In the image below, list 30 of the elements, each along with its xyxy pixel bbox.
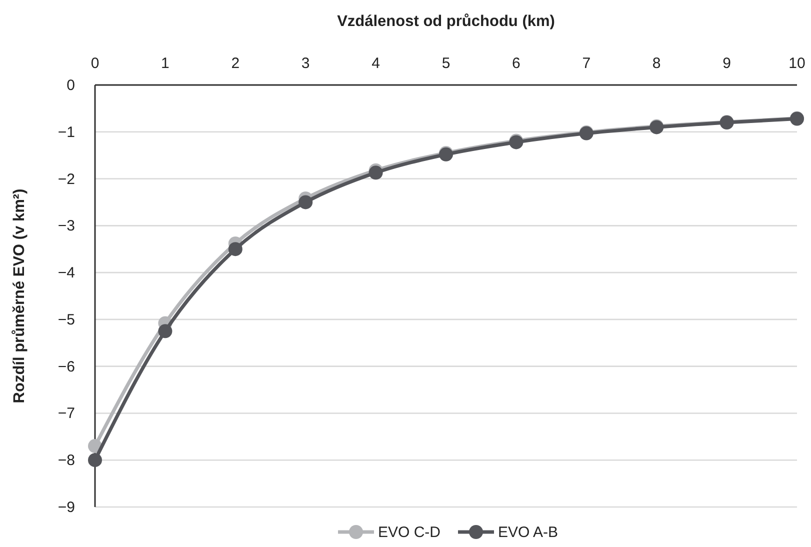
x-axis-title: Vzdálenost od průchodu (km) bbox=[337, 13, 555, 30]
y-tick-label: −4 bbox=[58, 264, 75, 282]
x-tick-label: 9 bbox=[722, 55, 731, 72]
y-axis-title: Rozdíl průměrné EVO (v km²) bbox=[11, 188, 28, 404]
y-tick-label: −8 bbox=[58, 452, 75, 470]
y-tick-label: −5 bbox=[58, 311, 75, 328]
x-tick-label: 3 bbox=[301, 55, 310, 72]
y-tick-label: −2 bbox=[58, 170, 75, 188]
x-tick-label: 6 bbox=[512, 55, 520, 72]
legend-label: EVO A-B bbox=[498, 524, 558, 541]
x-tick-label: 2 bbox=[231, 55, 240, 72]
x-tick-label: 8 bbox=[652, 55, 661, 72]
point bbox=[228, 242, 242, 256]
x-tick-label: 10 bbox=[788, 55, 806, 72]
point bbox=[298, 195, 313, 210]
x-tick-label: 0 bbox=[90, 55, 100, 72]
x-tick-label: 5 bbox=[442, 55, 450, 72]
y-tick-label: −3 bbox=[58, 218, 75, 235]
y-tick-label: −1 bbox=[58, 124, 75, 141]
point bbox=[88, 453, 102, 468]
y-tick-label: −7 bbox=[58, 405, 75, 422]
x-tick-label: 4 bbox=[372, 55, 380, 72]
x-tick-label: 7 bbox=[582, 55, 591, 72]
x-tick-label: 1 bbox=[161, 55, 170, 72]
point bbox=[158, 324, 172, 338]
point bbox=[368, 166, 383, 180]
legend-label: EVO C-D bbox=[378, 524, 441, 541]
y-tick-label: −6 bbox=[58, 358, 75, 376]
y-tick-label: −9 bbox=[58, 499, 75, 516]
y-tick-label: 0 bbox=[66, 77, 75, 94]
